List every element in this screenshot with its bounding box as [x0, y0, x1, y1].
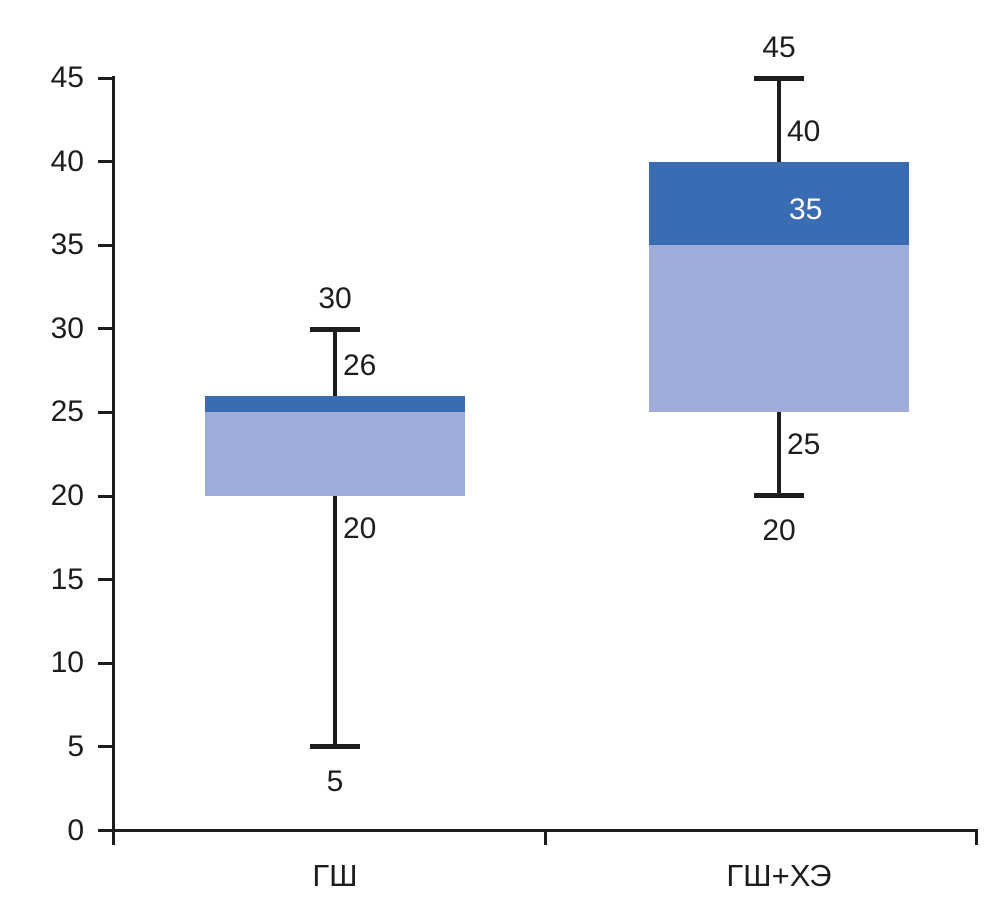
y-tick — [98, 76, 112, 80]
value-label-whisker-high: 30 — [318, 281, 352, 315]
x-tick — [112, 829, 115, 845]
x-tick — [544, 829, 547, 845]
y-tick-label: 45 — [50, 61, 84, 94]
y-tick-label: 40 — [50, 144, 84, 178]
box-lower-segment — [205, 412, 465, 497]
upper-whisker-line — [333, 328, 337, 396]
lower-whisker-cap — [310, 743, 360, 749]
value-label-whisker-high: 45 — [762, 31, 796, 64]
value-label-q1: 20 — [343, 512, 377, 546]
value-label-q3: 40 — [787, 114, 821, 148]
box-upper-segment — [649, 161, 909, 246]
y-tick — [98, 745, 112, 749]
box-upper-segment — [205, 395, 465, 413]
value-label-q1: 25 — [787, 428, 821, 462]
value-label-q3: 26 — [343, 348, 377, 382]
y-tick — [98, 661, 112, 665]
upper-whisker-cap — [754, 76, 804, 81]
lower-whisker-cap — [754, 493, 804, 499]
category-label: ГШ+ХЭ — [726, 858, 832, 893]
y-tick-label: 35 — [50, 228, 84, 262]
y-tick-label: 10 — [50, 646, 84, 680]
y-tick-label: 25 — [50, 395, 84, 429]
y-tick — [98, 410, 112, 414]
value-label-median: 35 — [789, 193, 823, 227]
y-tick — [98, 243, 112, 247]
box-lower-segment — [649, 245, 909, 413]
value-label-whisker-low: 20 — [762, 514, 796, 548]
y-tick-label: 30 — [50, 311, 84, 345]
y-tick — [98, 327, 112, 331]
y-tick-label: 15 — [50, 562, 84, 596]
value-label-whisker-low: 5 — [326, 764, 344, 798]
x-tick — [975, 829, 978, 845]
y-tick-label: 0 — [67, 813, 84, 847]
y-axis-line — [112, 76, 115, 833]
lower-whisker-line — [333, 496, 337, 747]
category-label: ГШ — [312, 858, 358, 893]
y-tick — [98, 829, 112, 832]
y-tick — [98, 578, 112, 582]
y-tick-label: 20 — [50, 479, 84, 513]
y-tick — [98, 160, 112, 164]
upper-whisker-line — [777, 78, 781, 162]
y-tick-label: 5 — [67, 729, 84, 763]
lower-whisker-line — [777, 412, 781, 497]
upper-whisker-cap — [310, 326, 360, 332]
y-tick — [98, 494, 112, 498]
